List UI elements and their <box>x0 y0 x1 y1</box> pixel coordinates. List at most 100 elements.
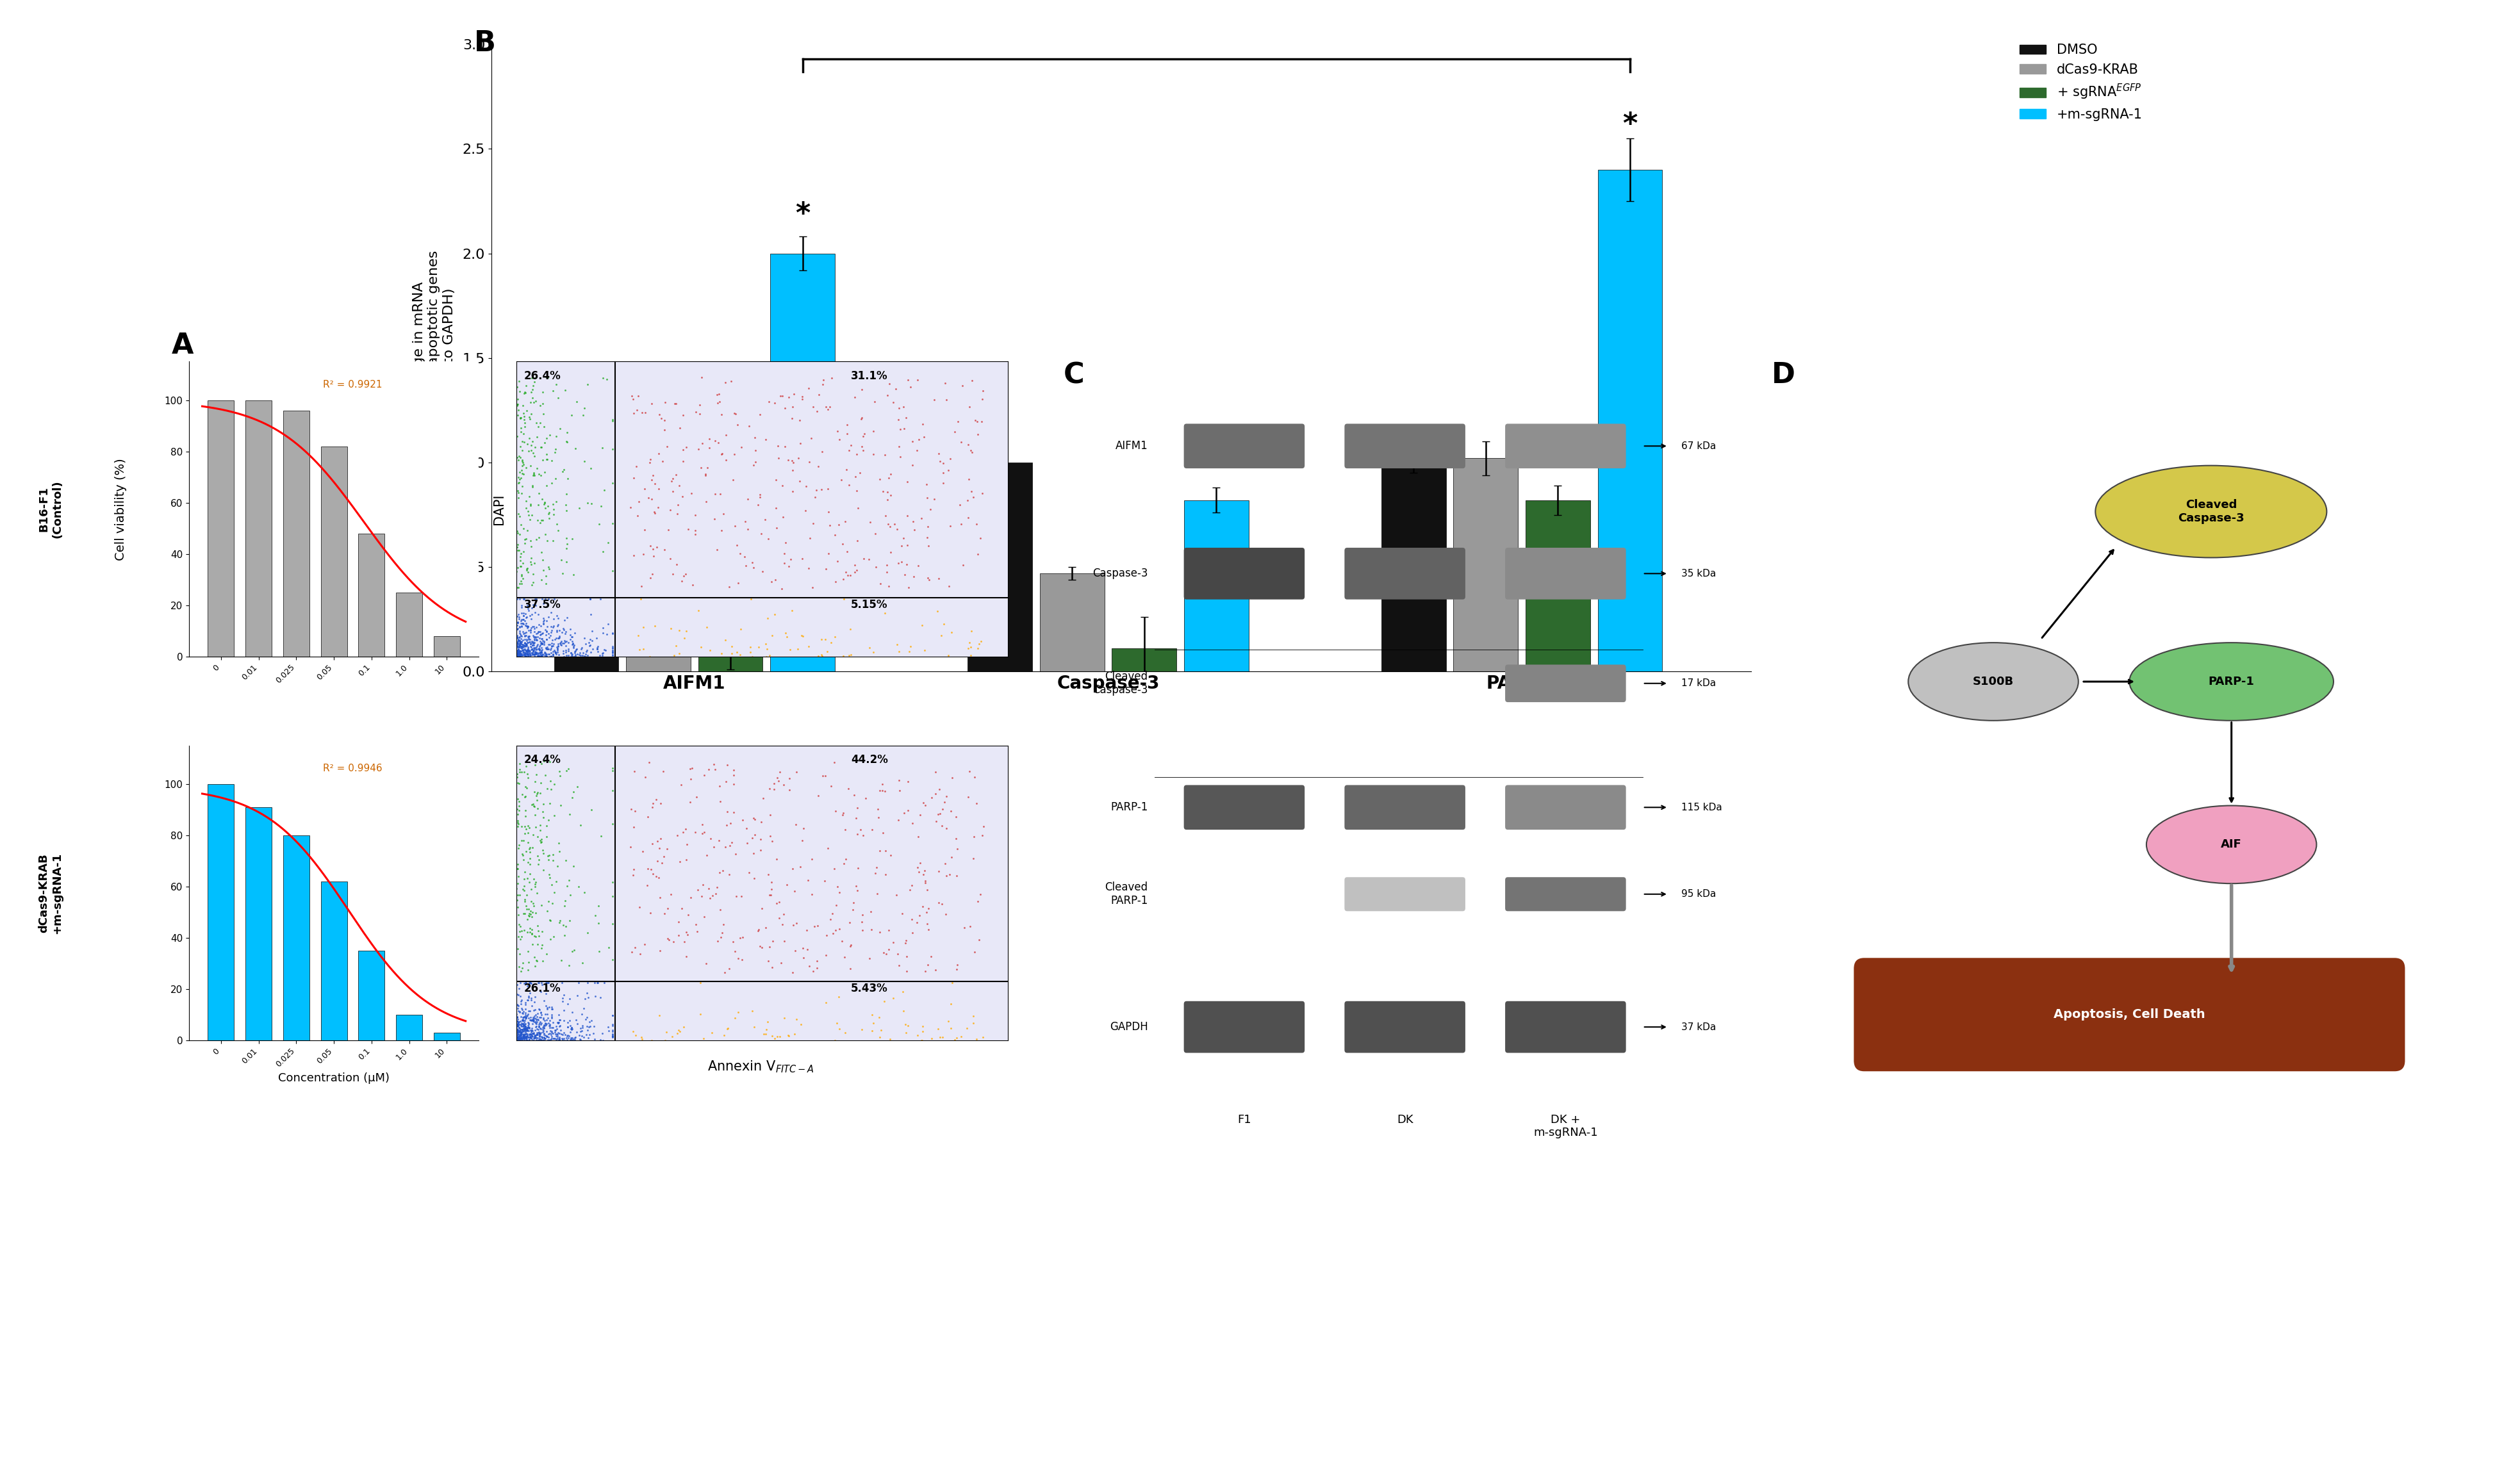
Point <box>544 632 585 655</box>
Point <box>769 778 809 801</box>
Point <box>529 1023 570 1046</box>
Point <box>512 1021 552 1045</box>
Point <box>552 641 592 664</box>
Point <box>741 810 781 834</box>
Point <box>905 425 945 449</box>
Point <box>517 844 557 868</box>
Point <box>640 939 680 962</box>
Point <box>501 1013 542 1036</box>
Point <box>512 1008 552 1032</box>
Point <box>892 874 932 897</box>
Point <box>532 1015 572 1039</box>
Point <box>524 644 564 667</box>
Point <box>766 434 806 458</box>
Point <box>716 641 756 664</box>
Point <box>522 540 562 564</box>
Point <box>509 1024 549 1048</box>
Point <box>529 995 570 1018</box>
Point <box>771 961 811 984</box>
Point <box>837 822 877 846</box>
Point <box>892 812 932 835</box>
FancyBboxPatch shape <box>1184 1001 1305 1052</box>
Point <box>582 642 622 666</box>
Point <box>648 928 688 952</box>
Point <box>512 629 552 652</box>
Point <box>499 630 539 654</box>
Point <box>653 562 693 586</box>
Point <box>955 825 995 849</box>
Point <box>507 605 547 629</box>
Point <box>927 644 968 667</box>
Point <box>514 639 554 663</box>
Point <box>859 571 900 595</box>
Point <box>519 415 559 438</box>
Point <box>958 890 998 914</box>
Point <box>522 1029 562 1052</box>
Point <box>504 632 544 655</box>
Point <box>879 446 920 469</box>
Point <box>499 468 539 492</box>
Point <box>504 1018 544 1042</box>
Point <box>779 409 819 432</box>
Point <box>512 503 552 527</box>
Point <box>539 831 580 855</box>
Point <box>592 1014 633 1038</box>
Point <box>741 523 781 546</box>
Point <box>932 971 973 995</box>
Point <box>512 993 552 1017</box>
Point <box>522 920 562 943</box>
Text: DK +
m-sgRNA-1: DK + m-sgRNA-1 <box>1532 1114 1598 1138</box>
Point <box>532 614 572 638</box>
Point <box>512 1029 552 1052</box>
Point <box>862 821 902 844</box>
Point <box>849 511 890 534</box>
Point <box>806 990 847 1014</box>
Point <box>522 644 562 667</box>
Text: DK: DK <box>1396 1114 1414 1125</box>
Point <box>925 852 965 875</box>
Point <box>564 1007 605 1030</box>
Point <box>592 471 633 494</box>
Point <box>544 924 585 948</box>
Point <box>496 633 537 657</box>
Point <box>834 561 874 584</box>
Point <box>852 1018 892 1042</box>
Point <box>496 1023 537 1046</box>
Point <box>529 769 570 793</box>
Point <box>801 644 842 667</box>
Point <box>552 635 592 658</box>
Point <box>504 531 544 555</box>
Point <box>663 449 703 472</box>
Point <box>824 509 864 533</box>
Point <box>517 949 557 973</box>
Point <box>519 1013 559 1036</box>
Point <box>907 525 948 549</box>
Point <box>524 613 564 636</box>
Point <box>524 1014 564 1038</box>
Text: 95 kDa: 95 kDa <box>1681 890 1716 899</box>
Point <box>522 632 562 655</box>
Point <box>501 462 542 486</box>
Point <box>499 1015 539 1039</box>
Text: 37.5%: 37.5% <box>524 599 562 611</box>
Point <box>703 912 743 936</box>
Point <box>504 450 544 474</box>
Point <box>499 642 539 666</box>
Point <box>683 884 723 908</box>
Point <box>781 548 822 571</box>
Point <box>922 892 963 915</box>
Point <box>592 621 633 645</box>
Point <box>522 1024 562 1048</box>
Point <box>570 1010 610 1033</box>
Point <box>527 815 567 838</box>
Point <box>580 644 620 667</box>
Point <box>501 635 542 658</box>
Point <box>706 835 746 859</box>
Point <box>650 617 690 641</box>
Point <box>504 624 544 648</box>
Point <box>552 632 592 655</box>
Point <box>514 642 554 666</box>
Point <box>529 1026 570 1049</box>
Point <box>827 413 867 437</box>
Point <box>756 496 796 520</box>
